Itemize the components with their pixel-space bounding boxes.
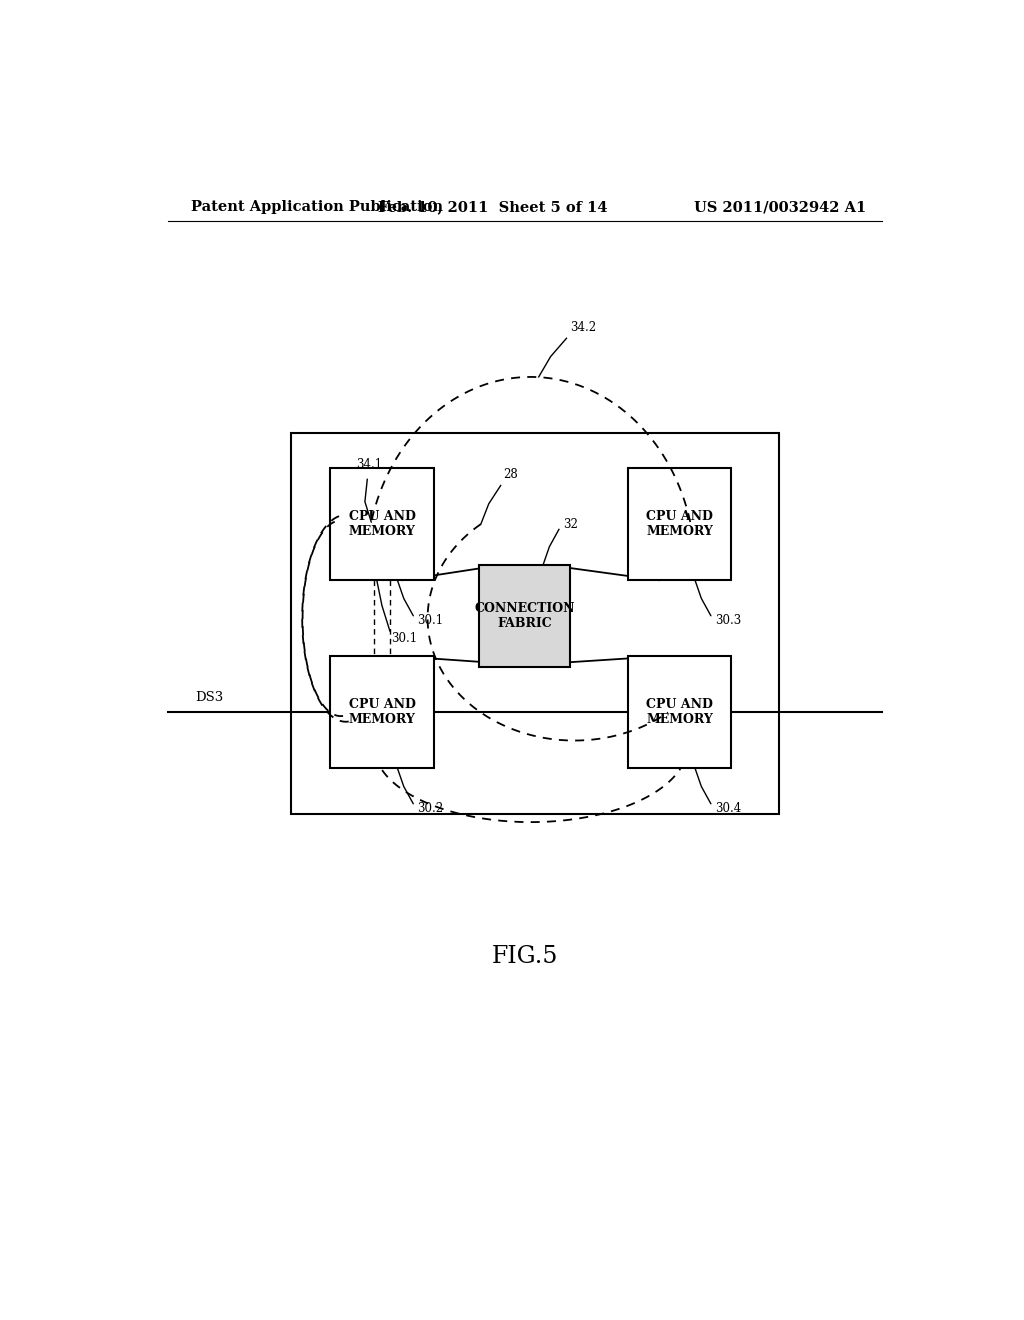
Text: 30.3: 30.3 <box>715 614 741 627</box>
Bar <box>628 469 731 581</box>
Bar <box>628 656 731 768</box>
Text: 28: 28 <box>503 469 518 482</box>
Text: 30.1: 30.1 <box>417 614 443 627</box>
Bar <box>479 565 570 667</box>
Text: 30.4: 30.4 <box>715 803 741 816</box>
Text: CPU AND
MEMORY: CPU AND MEMORY <box>348 511 416 539</box>
Text: FIG.5: FIG.5 <box>492 945 558 968</box>
Text: 30.2: 30.2 <box>417 803 443 816</box>
Text: 34.2: 34.2 <box>570 321 597 334</box>
Text: 30.1: 30.1 <box>391 632 418 644</box>
Text: CPU AND
MEMORY: CPU AND MEMORY <box>646 698 713 726</box>
Text: Patent Application Publication: Patent Application Publication <box>191 201 443 214</box>
Text: CPU AND
MEMORY: CPU AND MEMORY <box>646 511 713 539</box>
Text: DS3: DS3 <box>196 692 223 704</box>
Text: 34.1: 34.1 <box>355 458 382 471</box>
Text: CPU AND
MEMORY: CPU AND MEMORY <box>348 698 416 726</box>
Text: 32: 32 <box>563 517 578 531</box>
Text: US 2011/0032942 A1: US 2011/0032942 A1 <box>694 201 866 214</box>
Text: CONNECTION
FABRIC: CONNECTION FABRIC <box>474 602 575 630</box>
Bar <box>331 656 433 768</box>
Bar <box>291 433 778 814</box>
Text: Feb. 10, 2011  Sheet 5 of 14: Feb. 10, 2011 Sheet 5 of 14 <box>378 201 608 214</box>
Bar <box>331 469 433 581</box>
